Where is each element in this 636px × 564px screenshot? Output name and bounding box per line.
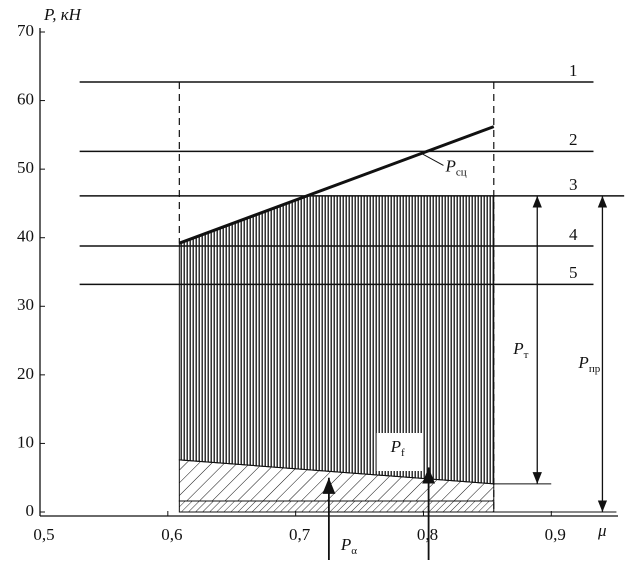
- leader: [421, 153, 444, 166]
- y-tick-label: 30: [17, 295, 34, 314]
- y-tick-label: 70: [17, 21, 34, 40]
- label-box: [376, 433, 423, 471]
- y-tick-label: 10: [17, 432, 34, 451]
- adhesion-line: [178, 125, 495, 245]
- series-label: 1: [569, 61, 578, 80]
- y-tick-label: 0: [26, 501, 35, 520]
- x-tick-label: 0,7: [289, 525, 311, 544]
- span-label-main: P: [577, 353, 588, 372]
- series-label: 3: [569, 175, 578, 194]
- adhesion-label-sub: сц: [456, 166, 467, 178]
- traction-region: [178, 195, 495, 485]
- force-label-main: P: [340, 535, 351, 554]
- y-axis-label: P, кН: [43, 5, 83, 24]
- force-label: Pα: [340, 535, 357, 557]
- series-label: 4: [569, 225, 578, 244]
- x-tick-label: 0,9: [545, 525, 566, 544]
- adhesion-label: Pсц: [444, 156, 466, 178]
- y-tick-label: 40: [17, 227, 34, 246]
- force-label-sub: f: [401, 447, 405, 459]
- series-label: 2: [569, 130, 578, 149]
- span-label-sub: пр: [589, 362, 601, 374]
- span-label: Pпр: [577, 353, 600, 375]
- adhesion-label-main: P: [444, 156, 455, 175]
- y-tick-label: 20: [17, 364, 34, 383]
- x-tick-label: 0,8: [417, 525, 438, 544]
- force-label-main: P: [390, 437, 401, 456]
- y-tick-label: 60: [17, 89, 34, 108]
- span-label-main: P: [512, 339, 523, 358]
- x-axis-label: μ: [597, 521, 607, 540]
- y-tick-label: 50: [17, 158, 34, 177]
- force-label-sub: α: [351, 545, 357, 557]
- span-label-sub: т: [524, 348, 529, 360]
- x-tick-label: 0,6: [161, 525, 182, 544]
- series-label: 5: [569, 263, 578, 282]
- force-label: Pf: [390, 437, 405, 459]
- x-tick-label: 0,5: [33, 525, 54, 544]
- base-region: [178, 500, 495, 513]
- span-label: Pт: [512, 339, 528, 361]
